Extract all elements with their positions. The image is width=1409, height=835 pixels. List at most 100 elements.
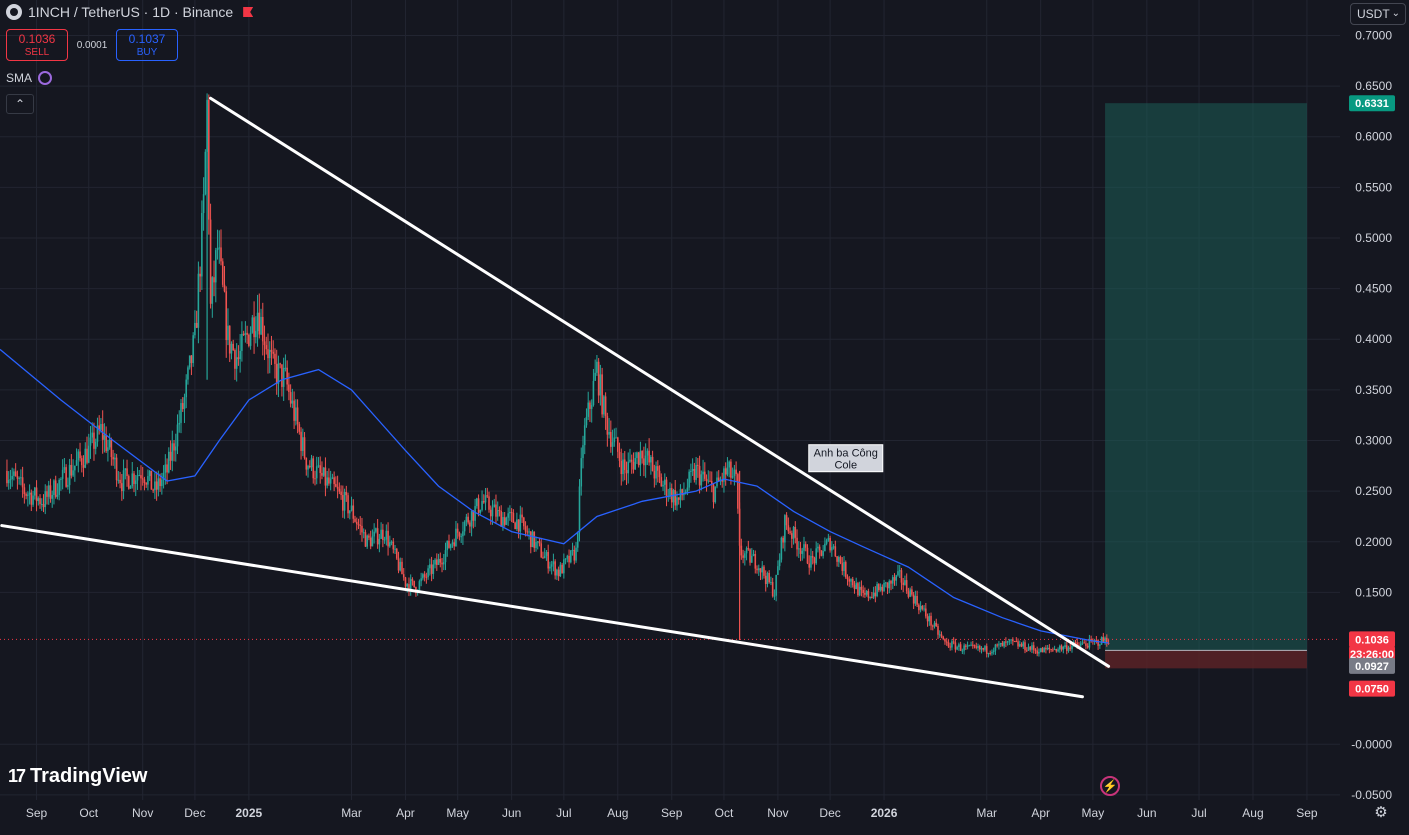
candle-body bbox=[601, 374, 603, 415]
candle-body bbox=[460, 536, 462, 538]
candle-body bbox=[194, 322, 196, 336]
candle-body bbox=[980, 648, 983, 650]
candle-body bbox=[369, 537, 372, 547]
candle-body bbox=[74, 465, 76, 471]
indicator-legend[interactable]: SMA bbox=[6, 71, 53, 85]
candle-body bbox=[531, 531, 534, 548]
candle-body bbox=[496, 510, 499, 517]
candle-body bbox=[143, 479, 146, 483]
candle-body bbox=[705, 478, 708, 482]
trendlines[interactable] bbox=[0, 96, 1111, 699]
candle-body bbox=[1067, 647, 1070, 651]
candle-body bbox=[857, 583, 859, 596]
candle-body bbox=[824, 543, 826, 552]
candle-body bbox=[479, 509, 482, 513]
time-tick-label: Oct bbox=[715, 806, 734, 820]
candle-body bbox=[368, 535, 370, 538]
candle-body bbox=[1062, 646, 1065, 650]
candle-body bbox=[1029, 646, 1032, 650]
gear-icon[interactable]: ⚙ bbox=[1374, 804, 1388, 821]
candle-body bbox=[232, 343, 234, 351]
candle-body bbox=[945, 641, 948, 643]
candle-body bbox=[796, 537, 798, 550]
time-tick-label: 2025 bbox=[236, 806, 263, 820]
candle-body bbox=[500, 510, 502, 527]
candle-body bbox=[514, 522, 516, 530]
lightning-icon[interactable]: ⚡ bbox=[1100, 776, 1120, 796]
lower-trendline[interactable] bbox=[0, 524, 1084, 699]
candle-body bbox=[489, 509, 492, 517]
candle-body bbox=[1102, 637, 1105, 642]
candle-body bbox=[1085, 643, 1087, 646]
candle-body bbox=[34, 487, 36, 496]
sma-path bbox=[0, 348, 1109, 644]
candle-body bbox=[150, 470, 153, 490]
candle-body bbox=[436, 559, 438, 565]
price-tick-label: 0.1500 bbox=[1355, 585, 1392, 599]
candle-body bbox=[225, 291, 228, 341]
candle-body bbox=[126, 468, 128, 477]
candle-body bbox=[641, 450, 643, 459]
collapse-legend-button[interactable]: ⌃ bbox=[6, 94, 34, 114]
candle-body bbox=[91, 432, 94, 438]
candle-body bbox=[688, 471, 690, 488]
candle-body bbox=[782, 537, 784, 543]
upper-trendline[interactable] bbox=[209, 96, 1111, 668]
candle-body bbox=[695, 464, 697, 480]
candle-body bbox=[79, 451, 81, 459]
tradingview-logo[interactable]: 17 TradingView bbox=[8, 765, 147, 788]
candle-body bbox=[832, 546, 835, 548]
candle-body bbox=[855, 583, 858, 590]
candle-body bbox=[650, 456, 652, 463]
candle-body bbox=[787, 525, 790, 532]
candle-body bbox=[300, 431, 302, 451]
candle-body bbox=[451, 542, 454, 545]
candle-body bbox=[926, 616, 929, 622]
indicator-name[interactable]: SMA bbox=[6, 71, 33, 85]
candle-body bbox=[843, 562, 845, 571]
candle-body bbox=[951, 641, 953, 648]
currency-select[interactable]: USDT ⌄ bbox=[1350, 3, 1406, 25]
candle-body bbox=[430, 564, 433, 574]
position-zones[interactable] bbox=[1105, 103, 1307, 669]
candle-body bbox=[361, 525, 363, 533]
candle-body bbox=[122, 470, 125, 492]
candle-body bbox=[700, 474, 703, 486]
candle-body bbox=[928, 615, 931, 622]
candle-body bbox=[582, 445, 584, 459]
candle-body bbox=[442, 562, 445, 565]
candle-body bbox=[620, 460, 623, 475]
candle-body bbox=[625, 470, 628, 474]
candle-body bbox=[482, 501, 485, 503]
candle-body bbox=[105, 435, 107, 452]
time-axis[interactable]: Sep Oct Nov Dec 2025 Mar Apr May Jun Jul Aug Sep Oct… bbox=[26, 806, 1318, 820]
candle-body bbox=[25, 494, 27, 496]
price-tick-label: 0.5500 bbox=[1355, 180, 1392, 194]
candle-body bbox=[610, 431, 612, 447]
candle-body bbox=[350, 505, 353, 511]
price-axis[interactable]: -0.0500 -0.0000 0.1500 0.2000 0.2500 0.3000 0.… bbox=[1351, 28, 1392, 801]
candle-body bbox=[791, 533, 793, 539]
buy-button[interactable]: 0.1037 BUY bbox=[116, 29, 178, 61]
candle-body bbox=[763, 566, 765, 576]
candle-body bbox=[53, 480, 55, 495]
candle-body bbox=[60, 478, 62, 480]
candle-body bbox=[37, 498, 40, 502]
candle-body bbox=[954, 642, 957, 650]
symbol-title[interactable]: 1INCH / TetherUS · 1D · Binance bbox=[28, 4, 234, 20]
flag-icon[interactable] bbox=[243, 7, 254, 17]
candle-body bbox=[345, 492, 348, 496]
candle-body bbox=[44, 491, 47, 508]
candle-body bbox=[127, 476, 130, 489]
candle-body bbox=[831, 547, 833, 551]
candle-body bbox=[726, 467, 729, 475]
candle-body bbox=[571, 549, 574, 551]
symbol-header: 1INCH / TetherUS · 1D · Binance bbox=[6, 4, 254, 20]
candle-body bbox=[676, 497, 678, 506]
candle-body bbox=[735, 469, 737, 475]
candle-body bbox=[773, 595, 776, 597]
sell-button[interactable]: 0.1036 SELL bbox=[6, 29, 68, 61]
price-tick-label: 0.3500 bbox=[1355, 383, 1392, 397]
